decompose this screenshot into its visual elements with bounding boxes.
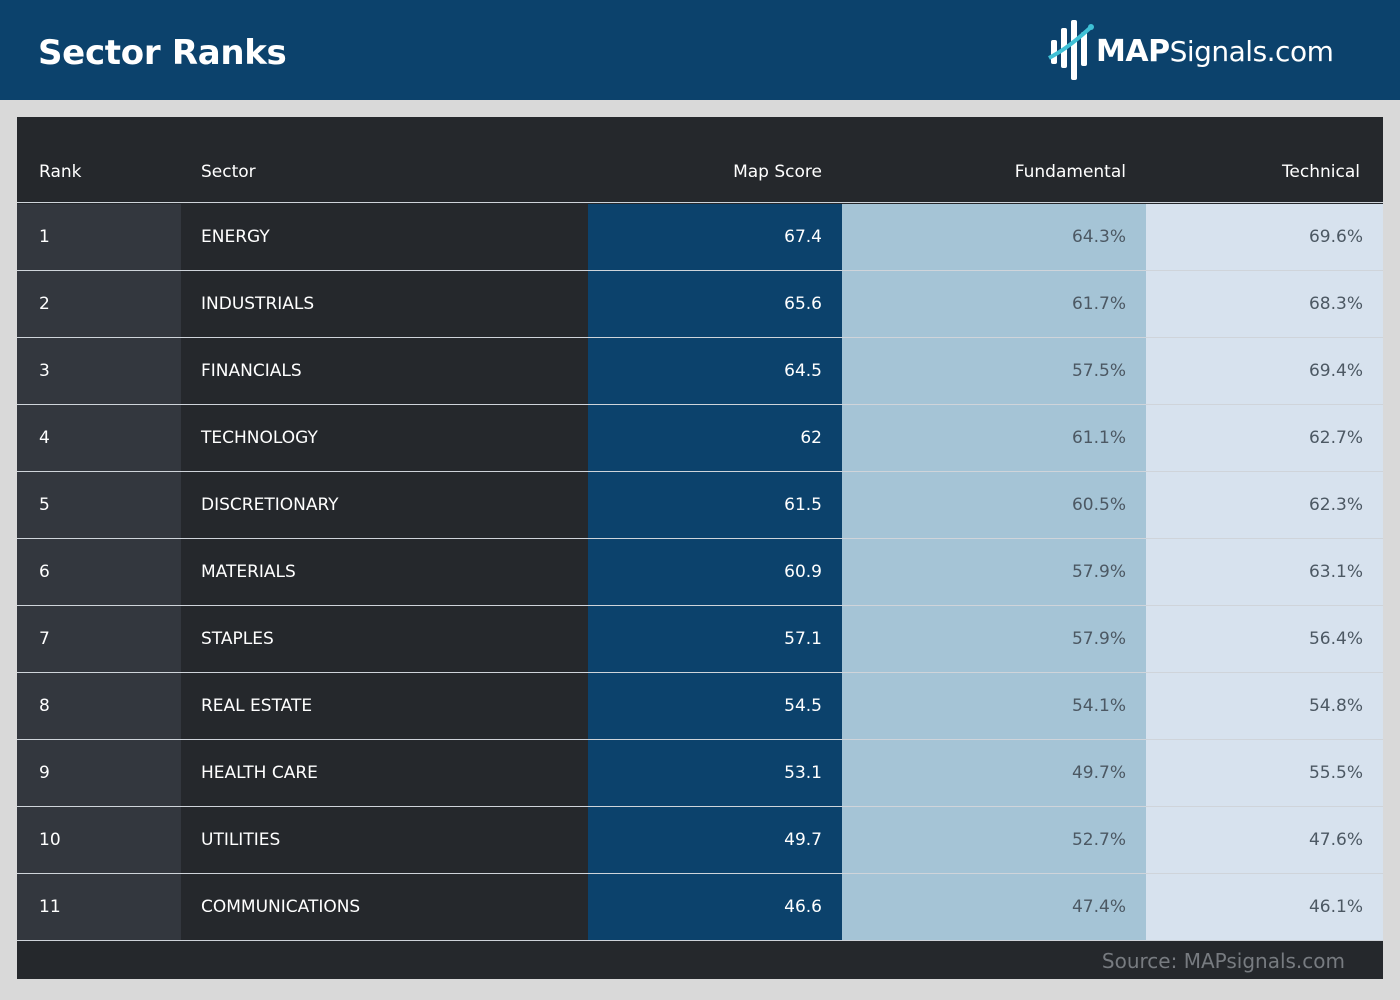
rank-cell: 5 [17, 472, 181, 538]
technical-cell: 46.1% [1146, 874, 1383, 940]
table-row: 2 INDUSTRIALS 65.6 61.7% 68.3% [17, 271, 1383, 338]
technical-cell: 69.4% [1146, 338, 1383, 404]
table-row: 11 COMMUNICATIONS 46.6 47.4% 46.1% [17, 874, 1383, 941]
table-row: 3 FINANCIALS 64.5 57.5% 69.4% [17, 338, 1383, 405]
technical-cell: 69.6% [1146, 204, 1383, 270]
logo-bold-text: MAP [1096, 34, 1170, 69]
sector-cell: ENERGY [181, 204, 588, 270]
fundamental-cell: 57.9% [842, 606, 1146, 672]
rank-cell: 7 [17, 606, 181, 672]
fundamental-cell: 47.4% [842, 874, 1146, 940]
table-header: Rank Sector Map Score Fundamental Techni… [17, 117, 1383, 203]
technical-cell: 56.4% [1146, 606, 1383, 672]
table-body: 1 ENERGY 67.4 64.3% 69.6% 2 INDUSTRIALS 65.6 61.… [17, 204, 1383, 941]
rank-cell: 11 [17, 874, 181, 940]
logo-wordmark: MAPSignals.com [1096, 34, 1334, 69]
fundamental-cell: 57.9% [842, 539, 1146, 605]
sector-cell: TECHNOLOGY [181, 405, 588, 471]
sector-cell: HEALTH CARE [181, 740, 588, 806]
fundamental-cell: 52.7% [842, 807, 1146, 873]
fundamental-cell: 54.1% [842, 673, 1146, 739]
table-row: 6 MATERIALS 60.9 57.9% 63.1% [17, 539, 1383, 606]
fundamental-cell: 60.5% [842, 472, 1146, 538]
technical-cell: 68.3% [1146, 271, 1383, 337]
map-score-cell: 64.5 [588, 338, 842, 404]
map-score-cell: 54.5 [588, 673, 842, 739]
sector-cell: COMMUNICATIONS [181, 874, 588, 940]
sector-cell: REAL ESTATE [181, 673, 588, 739]
rank-cell: 2 [17, 271, 181, 337]
technical-cell: 63.1% [1146, 539, 1383, 605]
table-row: 10 UTILITIES 49.7 52.7% 47.6% [17, 807, 1383, 874]
map-score-cell: 57.1 [588, 606, 842, 672]
fundamental-cell: 64.3% [842, 204, 1146, 270]
logo-mark-icon [1048, 20, 1094, 80]
fundamental-cell: 57.5% [842, 338, 1146, 404]
rank-cell: 8 [17, 673, 181, 739]
table-row: 5 DISCRETIONARY 61.5 60.5% 62.3% [17, 472, 1383, 539]
fundamental-cell: 49.7% [842, 740, 1146, 806]
table-row: 7 STAPLES 57.1 57.9% 56.4% [17, 606, 1383, 673]
sector-cell: UTILITIES [181, 807, 588, 873]
table-row: 1 ENERGY 67.4 64.3% 69.6% [17, 204, 1383, 271]
sector-table: Rank Sector Map Score Fundamental Techni… [17, 117, 1383, 979]
mapsignals-logo: MAPSignals.com [1048, 16, 1358, 82]
source-note: Source: MAPsignals.com [1101, 949, 1345, 973]
header-technical: Technical [1281, 162, 1360, 182]
table-row: 9 HEALTH CARE 53.1 49.7% 55.5% [17, 740, 1383, 807]
map-score-cell: 49.7 [588, 807, 842, 873]
header-rank: Rank [39, 162, 82, 182]
fundamental-cell: 61.1% [842, 405, 1146, 471]
header-sector: Sector [201, 162, 256, 182]
fundamental-cell: 61.7% [842, 271, 1146, 337]
technical-cell: 62.3% [1146, 472, 1383, 538]
rank-cell: 10 [17, 807, 181, 873]
header-map-score: Map Score [733, 162, 822, 182]
map-score-cell: 46.6 [588, 874, 842, 940]
page-title: Sector Ranks [38, 33, 287, 73]
sector-cell: DISCRETIONARY [181, 472, 588, 538]
rank-cell: 3 [17, 338, 181, 404]
sector-cell: STAPLES [181, 606, 588, 672]
sector-cell: FINANCIALS [181, 338, 588, 404]
technical-cell: 54.8% [1146, 673, 1383, 739]
map-score-cell: 53.1 [588, 740, 842, 806]
rank-cell: 6 [17, 539, 181, 605]
map-score-cell: 61.5 [588, 472, 842, 538]
map-score-cell: 60.9 [588, 539, 842, 605]
map-score-cell: 62 [588, 405, 842, 471]
rank-cell: 1 [17, 204, 181, 270]
rank-cell: 9 [17, 740, 181, 806]
logo-light-text: Signals.com [1169, 35, 1334, 68]
rank-cell: 4 [17, 405, 181, 471]
technical-cell: 47.6% [1146, 807, 1383, 873]
technical-cell: 55.5% [1146, 740, 1383, 806]
technical-cell: 62.7% [1146, 405, 1383, 471]
sector-cell: INDUSTRIALS [181, 271, 588, 337]
map-score-cell: 65.6 [588, 271, 842, 337]
table-row: 8 REAL ESTATE 54.5 54.1% 54.8% [17, 673, 1383, 740]
header-bar: Sector Ranks MAPSignals.com [0, 0, 1400, 100]
table-row: 4 TECHNOLOGY 62 61.1% 62.7% [17, 405, 1383, 472]
header-fundamental: Fundamental [1014, 162, 1126, 182]
sector-cell: MATERIALS [181, 539, 588, 605]
map-score-cell: 67.4 [588, 204, 842, 270]
